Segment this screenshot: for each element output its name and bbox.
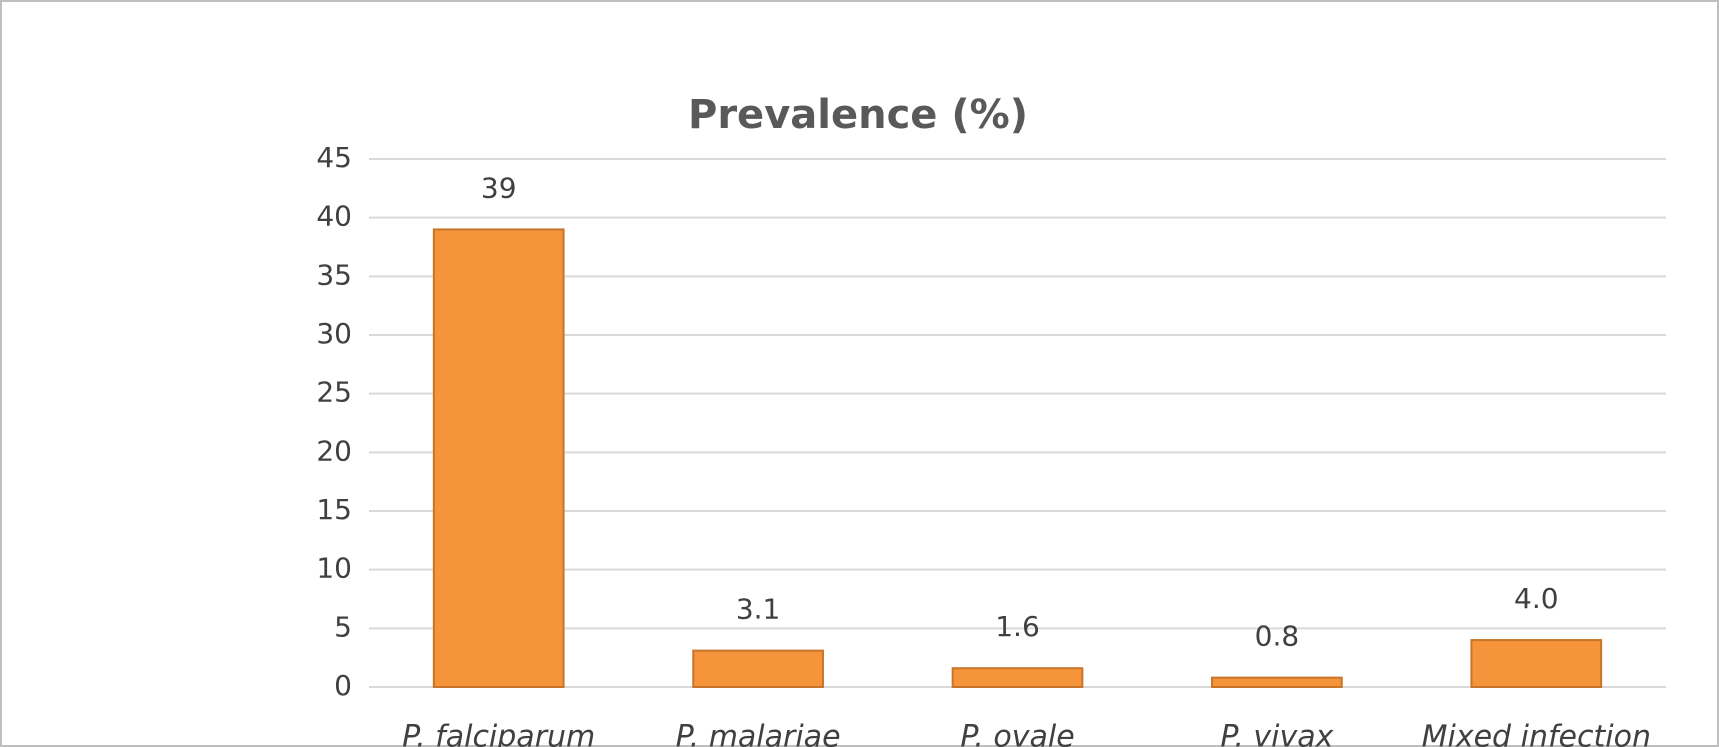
bar: [692, 649, 824, 688]
data-label: 1.6: [995, 610, 1040, 643]
y-tick-label: 15: [316, 493, 352, 526]
y-tick-label: 30: [316, 317, 352, 350]
y-tick-label: 40: [316, 200, 352, 233]
data-label: 3.1: [736, 593, 781, 626]
x-tick-label: P. ovale: [960, 720, 1074, 747]
data-label: 39: [481, 171, 517, 204]
bar: [951, 667, 1084, 689]
x-tick-label: P. falciparum: [402, 720, 595, 747]
y-tick-label: 25: [316, 376, 352, 409]
bar: [1470, 639, 1603, 688]
x-tick-label: P. malariae: [676, 720, 841, 747]
data-label: 4.0: [1514, 582, 1559, 615]
y-tick-label: 35: [316, 258, 352, 291]
y-tick-label: 0: [334, 669, 352, 702]
x-tick-label: Mixed infection: [1422, 720, 1651, 747]
y-tick-label: 5: [334, 610, 352, 643]
x-tick-label: P. vivax: [1220, 720, 1333, 747]
bar: [1211, 676, 1343, 689]
chart-title: Prevalence (%): [688, 92, 1028, 138]
y-tick-label: 45: [316, 141, 352, 174]
bar: [432, 228, 565, 688]
data-label: 0.8: [1255, 620, 1300, 653]
y-tick-label: 20: [316, 434, 352, 467]
y-tick-label: 10: [316, 552, 352, 585]
